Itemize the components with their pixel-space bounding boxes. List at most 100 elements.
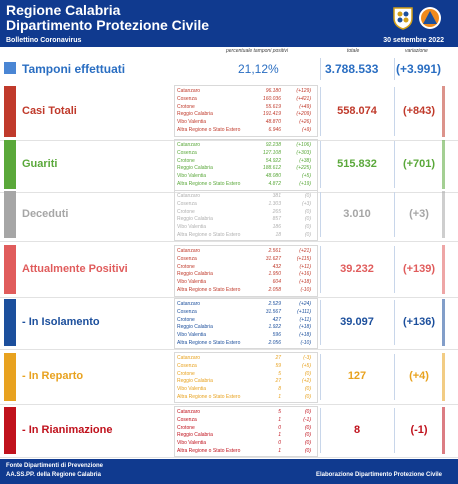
province-row: Cosenza 59 (+5) <box>177 363 315 370</box>
province-name: Cosenza <box>177 255 197 262</box>
province-delta: (0) <box>304 424 311 431</box>
section-edge-bar <box>442 353 445 401</box>
divider <box>320 141 321 188</box>
province-delta: (+129) <box>296 88 311 94</box>
province-delta: (+5) <box>301 362 311 369</box>
province-name: Crotone <box>177 424 195 431</box>
province-row: Crotone 0 (0) <box>177 425 315 432</box>
province-row: Altra Regione o Stato Estero 4.872 (+19) <box>177 181 315 188</box>
section-label: - In Rianimazione <box>22 423 113 436</box>
section-attualmente-positivi: Attualmente Positivi 39.232 (+139) Catanzar… <box>0 242 458 297</box>
province-row: Cosenza 1 (-1) <box>177 417 315 424</box>
province-name: Cosenza <box>177 95 197 102</box>
province-breakdown: Catanzaro 2.529 (+24) Cosenza 31.567 (+111) Cr… <box>174 298 318 349</box>
section-color-bar <box>4 407 16 454</box>
province-value: 2.561 <box>268 248 281 254</box>
section-label: Attualmente Positivi <box>22 262 128 275</box>
province-value: 0 <box>278 440 281 447</box>
province-value: 427 <box>272 316 281 323</box>
province-delta: (+225) <box>296 165 311 172</box>
province-name: Vibo Valentia <box>177 386 207 393</box>
section-color-bar <box>4 245 16 294</box>
divider <box>394 246 395 293</box>
tamponi-label: Tamponi effettuati <box>22 62 126 76</box>
province-breakdown: Catanzaro 5 (0) Cosenza 1 (-1) Crotone 0 (0) Regg… <box>174 406 318 457</box>
province-name: Cosenza <box>177 200 197 207</box>
province-row: Crotone 5 (0) <box>177 371 315 378</box>
province-delta: (0) <box>304 440 311 447</box>
section-total: 127 <box>347 370 367 382</box>
bulletin-date: 30 settembre 2022 <box>383 37 444 44</box>
province-name: Reggio Calabria <box>177 324 213 331</box>
section-edge-bar <box>442 191 445 238</box>
province-value: 92.238 <box>265 142 281 148</box>
province-row: Crotone 432 (+11) <box>177 264 315 271</box>
province-name: Vibo Valentia <box>177 173 207 180</box>
province-value: 857 <box>272 216 281 223</box>
province-breakdown: Catanzaro 27 (-3) Cosenza 59 (+5) Crotone 5 (0) R… <box>174 352 318 403</box>
province-name: Vibo Valentia <box>177 224 207 231</box>
province-row: Reggio Calabria 857 (0) <box>177 216 315 223</box>
province-name: Reggio Calabria <box>177 111 213 118</box>
subtitle-bar: Bollettino Coronavirus 30 settembre 2022 <box>0 37 458 47</box>
province-row: Catanzaro 92.238 (+106) <box>177 142 315 149</box>
divider <box>394 58 395 80</box>
divider <box>394 354 395 400</box>
province-value: 18 <box>275 232 281 238</box>
province-value: 31.627 <box>265 255 281 262</box>
province-name: Catanzaro <box>177 301 201 307</box>
section-label: - In Isolamento <box>22 315 100 328</box>
province-name: Catanzaro <box>177 409 201 415</box>
section-color-bar <box>4 191 16 238</box>
province-name: Crotone <box>177 157 195 164</box>
province-name: Altra Regione o Stato Estero <box>177 287 241 293</box>
section-separator <box>0 297 458 298</box>
province-delta: (+5) <box>301 173 311 180</box>
province-name: Altra Regione o Stato Estero <box>177 448 241 454</box>
section-variation: (+136) <box>402 315 436 328</box>
section-edge-bar <box>442 86 445 137</box>
province-row: Vibo Valentia 604 (+18) <box>177 279 315 286</box>
province-row: Catanzaro 5 (0) <box>177 409 315 416</box>
province-row: Altra Regione o Stato Estero 2.056 (-10) <box>177 340 315 347</box>
province-value: 27 <box>275 355 281 361</box>
section-variation: (+3) <box>409 207 429 220</box>
section-total: 39.232 <box>340 262 374 275</box>
province-delta: (+24) <box>299 301 311 307</box>
province-value: 1 <box>278 448 281 454</box>
province-value: 48.080 <box>265 173 281 180</box>
province-name: Vibo Valentia <box>177 332 207 339</box>
section-in-isolamento: - In Isolamento 39.097 (+136) Catanzaro 2.52… <box>0 296 458 349</box>
province-row: Vibo Valentia 48.870 (+26) <box>177 119 315 126</box>
province-value: 265 <box>272 208 281 215</box>
province-delta: (0) <box>304 432 311 439</box>
province-delta: (+11) <box>299 316 311 323</box>
section-color-bar <box>4 140 16 189</box>
province-row: Catanzaro 96.180 (+129) <box>177 88 315 95</box>
section-deceduti: Deceduti 3.010 (+3) Catanzaro 381 (0) Cosenza 1… <box>0 188 458 241</box>
divider <box>320 192 321 237</box>
section-variation: (+4) <box>409 370 429 382</box>
province-row: Altra Regione o Stato Estero 18 (0) <box>177 232 315 239</box>
province-name: Vibo Valentia <box>177 440 207 447</box>
tamponi-percent: 21,12% <box>238 62 279 76</box>
department-title: Dipartimento Protezione Civile <box>6 17 210 33</box>
section-variation: (-1) <box>410 423 428 436</box>
province-value: 1.922 <box>268 324 281 331</box>
section-casi-totali: Casi Totali 558.074 (+843) Catanzaro 96.180 (… <box>0 83 458 140</box>
civil-protection-logo-icon <box>419 7 441 29</box>
province-delta: (+18) <box>299 279 311 286</box>
province-delta: (-3) <box>303 355 311 361</box>
province-value: 2.529 <box>268 301 281 307</box>
province-value: 1 <box>278 394 281 400</box>
province-value: 127.108 <box>262 149 281 156</box>
section-variation: (+701) <box>402 157 436 170</box>
divider <box>394 192 395 237</box>
divider <box>320 87 321 136</box>
section-label: Casi Totali <box>22 104 77 117</box>
province-name: Altra Regione o Stato Estero <box>177 232 241 238</box>
section-guariti: Guariti 515.832 (+701) Catanzaro 92.238 (+106… <box>0 137 458 192</box>
total-column-header: totale <box>347 48 360 54</box>
province-row: Crotone 54.922 (+38) <box>177 158 315 165</box>
section-total: 8 <box>353 423 361 436</box>
